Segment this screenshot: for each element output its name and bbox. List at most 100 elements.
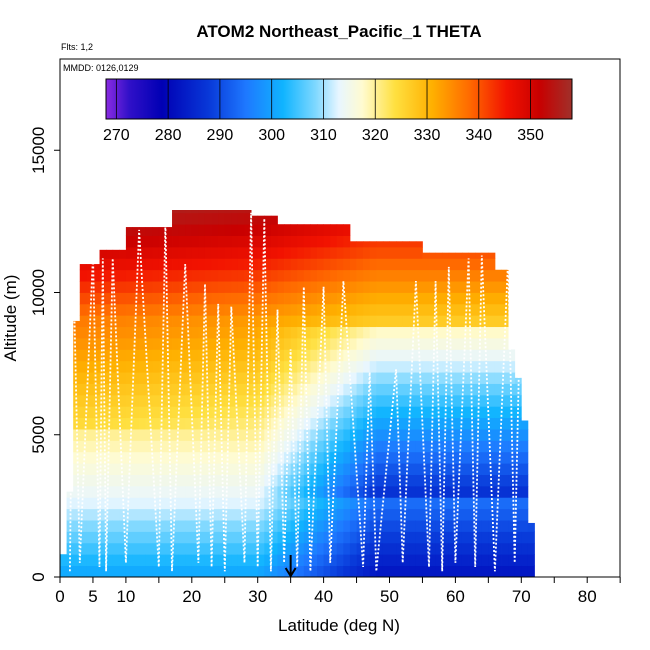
heatmap-cell-1165 [317,508,324,521]
heatmap-cell-1569 [402,406,410,419]
heatmap-cell-1835 [461,383,469,396]
heatmap-cell-282 [132,360,140,373]
heatmap-cell-35 [79,542,87,555]
heatmap-cell-1389 [363,406,371,419]
heatmap-cell-1574 [402,349,410,362]
heatmap-cell-1278 [336,281,344,293]
heatmap-cell-470 [172,338,180,350]
heatmap-cell-1245 [330,303,338,316]
heatmap-cell-585 [198,531,206,544]
heatmap-cell-846 [251,565,259,577]
heatmap-cell-1253 [336,565,344,577]
heatmap-cell-99 [92,451,100,464]
heatmap-cell-1721 [435,360,443,373]
heatmap-cell-292 [132,246,140,259]
heatmap-cell-1130 [310,554,318,567]
heatmap-cell-1462 [376,258,384,271]
heatmap-cell-1939 [488,520,496,532]
heatmap-cell-1871 [468,303,476,316]
heatmap-cell-652 [211,520,219,532]
heatmap-cell-1679 [429,508,437,521]
heatmap-cell-2040 [514,542,522,555]
heatmap-cell-669 [211,326,219,339]
heatmap-cell-1372 [356,258,364,271]
heatmap-cell-12 [73,542,81,555]
heatmap-cell-1582 [402,258,410,271]
heatmap-cell-879 [257,554,265,567]
heatmap-cell-413 [158,281,166,293]
heatmap-cell-204 [119,565,127,577]
heatmap-cell-534 [185,360,193,373]
heatmap-cell-1640 [415,281,423,293]
heatmap-cell-957 [270,394,278,407]
heatmap-cell-1466 [382,554,390,567]
heatmap-cell-760 [231,417,239,430]
heatmap-cell-645 [204,224,212,236]
heatmap-cell-854 [251,474,259,487]
heatmap-cell-1028 [284,303,292,316]
heatmap-cell-1991 [501,565,509,577]
heatmap-cell-1804 [455,406,463,419]
heatmap-cell-553 [191,520,199,532]
heatmap-cell-705 [218,292,226,305]
heatmap-cell-1580 [402,281,410,293]
heatmap-cell-985 [277,440,285,453]
heatmap-cell-841 [244,246,252,259]
heatmap-cell-1044 [290,474,298,487]
heatmap-cell-422 [165,531,173,544]
heatmap-cell-1915 [481,463,489,475]
heatmap-cell-382 [152,281,160,293]
heatmap-cell-1356 [356,440,364,453]
heatmap-cell-578 [191,235,199,248]
heatmap-cell-1275 [336,315,344,328]
heatmap-cell-1040 [290,520,298,532]
heatmap-cell-933 [264,303,272,316]
heatmap-cell-489 [178,497,186,510]
heatmap-cell-304 [139,463,147,475]
heatmap-cell-1507 [389,429,397,441]
heatmap-cell-778 [231,212,239,225]
heatmap-cell-1594 [409,463,417,475]
heatmap-cell-290 [132,269,140,282]
heatmap-cell-816 [244,531,252,544]
heatmap-cell-817 [244,520,252,532]
heatmap-cell-1258 [336,508,344,521]
heatmap-cell-307 [139,429,147,441]
heatmap-cell-362 [152,508,160,521]
heatmap-cell-1469 [382,520,390,532]
heatmap-cell-1816 [455,269,463,282]
heatmap-cell-122 [99,508,107,521]
heatmap-cell-1457 [376,315,384,328]
heatmap-cell-1789 [448,252,456,259]
heatmap-cell-1321 [349,497,357,510]
heatmap-cell-133 [99,383,107,396]
heatmap-cell-1655 [422,451,430,464]
heatmap-cell-174 [106,249,114,259]
heatmap-cell-1311 [343,258,351,271]
heatmap-cell-1021 [284,383,292,396]
heatmap-cell-1513 [389,360,397,373]
heatmap-cell-1360 [356,394,364,407]
heatmap-cell-1199 [323,474,331,487]
heatmap-cell-411 [158,303,166,316]
heatmap-cell-1490 [382,281,390,293]
heatmap-cell-1211 [323,338,331,350]
heatmap-cell-429 [165,451,173,464]
heatmap-cell-895 [257,372,265,384]
heatmap-cell-1760 [442,252,450,259]
heatmap-cell-844 [244,212,252,225]
heatmap-cell-1564 [402,463,410,475]
heatmap-cell-1562 [402,485,410,498]
heatmap-cell-2065 [521,463,529,475]
heatmap-cell-488 [178,508,186,521]
heatmap-cell-245 [125,429,133,441]
heatmap-cell-1009 [284,520,292,532]
heatmap-cell-1599 [409,406,417,419]
heatmap-cell-1452 [376,372,384,384]
heatmap-cell-552 [191,531,199,544]
heatmap-cell-971 [270,235,278,248]
heatmap-cell-449 [165,227,173,236]
heatmap-cell-1440 [376,508,384,521]
heatmap-cell-524 [185,474,193,487]
heatmap-cell-949 [270,485,278,498]
